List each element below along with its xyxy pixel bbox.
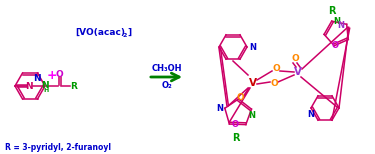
Text: N: N [308,110,315,119]
Text: R: R [232,133,240,143]
Text: R: R [328,6,336,16]
Text: V: V [294,67,302,77]
Text: O: O [56,69,63,79]
Text: N: N [338,21,345,30]
Text: N: N [216,104,223,113]
Text: ]: ] [127,28,131,36]
Text: R: R [70,81,78,91]
Text: H: H [44,87,49,93]
Text: O: O [231,120,238,129]
Text: O: O [270,79,278,87]
Text: N: N [41,81,49,89]
Text: CH₃OH: CH₃OH [151,63,182,73]
Text: O: O [291,53,299,63]
Text: N: N [248,111,255,120]
Text: N: N [25,81,33,91]
Text: [VO(acac): [VO(acac) [75,28,125,36]
Text: V: V [249,78,257,88]
Text: R = 3-pyridyl, 2-furanoyl: R = 3-pyridyl, 2-furanoyl [5,144,111,152]
Text: +: + [47,69,57,81]
Text: 2: 2 [122,32,126,38]
Text: N: N [249,43,256,51]
Text: O: O [236,93,244,101]
Text: N: N [33,74,40,83]
Text: O: O [272,63,280,73]
Text: O: O [332,41,339,50]
Text: N: N [334,17,341,26]
Text: O₂: O₂ [161,81,172,89]
